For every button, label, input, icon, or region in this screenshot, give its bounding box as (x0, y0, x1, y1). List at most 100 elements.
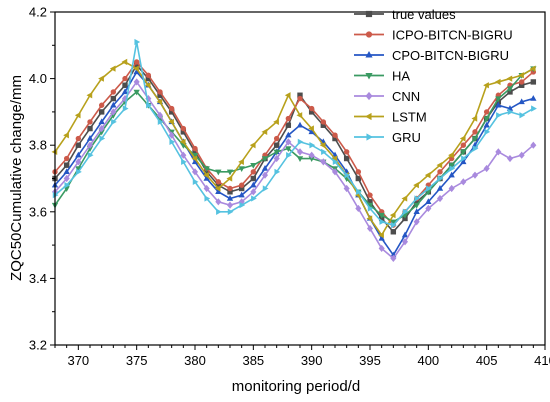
data-point (401, 231, 409, 238)
data-point (169, 138, 176, 146)
data-point (506, 154, 514, 163)
legend-label: CPO-BITCN-BIGRU (392, 48, 509, 63)
data-point (227, 208, 234, 215)
legend-label: HA (392, 69, 410, 84)
data-point (99, 135, 106, 142)
data-point (273, 118, 279, 126)
legend-marker (365, 51, 373, 58)
data-point (64, 182, 71, 189)
data-point (518, 72, 524, 79)
data-point (156, 111, 164, 119)
data-point (460, 149, 467, 156)
data-point (332, 158, 339, 165)
y-tick-label: 4.0 (29, 71, 47, 86)
data-point (389, 211, 396, 219)
data-point (529, 65, 536, 72)
y-tick-label: 3.8 (29, 138, 47, 153)
data-point (180, 125, 187, 132)
x-tick-label: 400 (417, 353, 439, 368)
data-point (261, 128, 268, 136)
data-point (226, 201, 234, 209)
data-point (86, 141, 94, 149)
data-point (343, 184, 350, 193)
data-point (494, 78, 501, 86)
y-tick-label: 4.2 (29, 5, 47, 20)
data-point (344, 172, 351, 179)
data-point (309, 142, 316, 149)
data-point (98, 109, 105, 115)
data-point (448, 162, 455, 169)
legend-item: GRU (354, 130, 421, 145)
data-point (249, 142, 256, 149)
legend-marker (365, 10, 373, 18)
data-point (331, 168, 339, 176)
data-point (285, 115, 292, 122)
data-point (308, 151, 315, 159)
data-point (134, 38, 141, 46)
data-point (76, 168, 82, 175)
series-line (54, 70, 534, 257)
data-point (203, 166, 210, 173)
data-point (518, 151, 525, 159)
data-point (250, 169, 257, 175)
series-6 (52, 38, 537, 229)
plot-area (51, 38, 537, 263)
legend-item: CNN (354, 89, 420, 104)
data-point (273, 149, 280, 156)
data-point (238, 166, 245, 173)
data-point (157, 89, 163, 95)
data-point (436, 184, 444, 191)
data-point (390, 229, 397, 235)
data-point (192, 145, 198, 152)
data-point (286, 152, 292, 159)
data-point (413, 208, 420, 215)
legend-item: true values (354, 7, 456, 22)
data-point (261, 156, 269, 163)
data-point (320, 119, 327, 125)
data-point (367, 205, 374, 212)
data-point (356, 188, 362, 195)
data-point (414, 195, 421, 202)
data-point (448, 171, 455, 178)
data-point (122, 105, 129, 112)
data-point (227, 185, 233, 192)
y-tick-label: 3.2 (29, 338, 47, 353)
data-point (366, 215, 373, 222)
data-point (181, 158, 187, 165)
data-point (238, 191, 245, 198)
data-point (483, 164, 490, 173)
data-point (216, 208, 222, 215)
data-point (424, 172, 431, 179)
data-point (168, 118, 174, 126)
data-point (238, 182, 245, 188)
data-point (378, 244, 385, 253)
data-point (98, 118, 105, 125)
data-point (531, 105, 537, 112)
data-point (530, 95, 537, 101)
x-tick-label: 385 (242, 353, 264, 368)
data-point (285, 138, 292, 146)
data-point (285, 122, 292, 128)
data-point (425, 204, 432, 213)
series-5 (51, 58, 536, 239)
data-point (214, 185, 221, 192)
y-axis-title: ZQC50Cumulative change/mm (8, 75, 25, 281)
data-point (250, 162, 257, 169)
y-tick-label: 3.6 (29, 204, 47, 219)
data-point (483, 109, 490, 115)
data-point (401, 238, 409, 246)
data-point (75, 135, 82, 142)
x-tick-label: 395 (359, 353, 381, 368)
data-point (86, 92, 93, 99)
data-point (74, 112, 81, 119)
data-point (449, 165, 456, 172)
data-point (355, 175, 362, 182)
data-point (145, 72, 152, 78)
data-point (343, 149, 350, 155)
data-point (285, 146, 292, 153)
data-point (471, 115, 478, 122)
data-point (483, 82, 489, 89)
data-point (460, 178, 467, 186)
data-point (378, 212, 385, 219)
